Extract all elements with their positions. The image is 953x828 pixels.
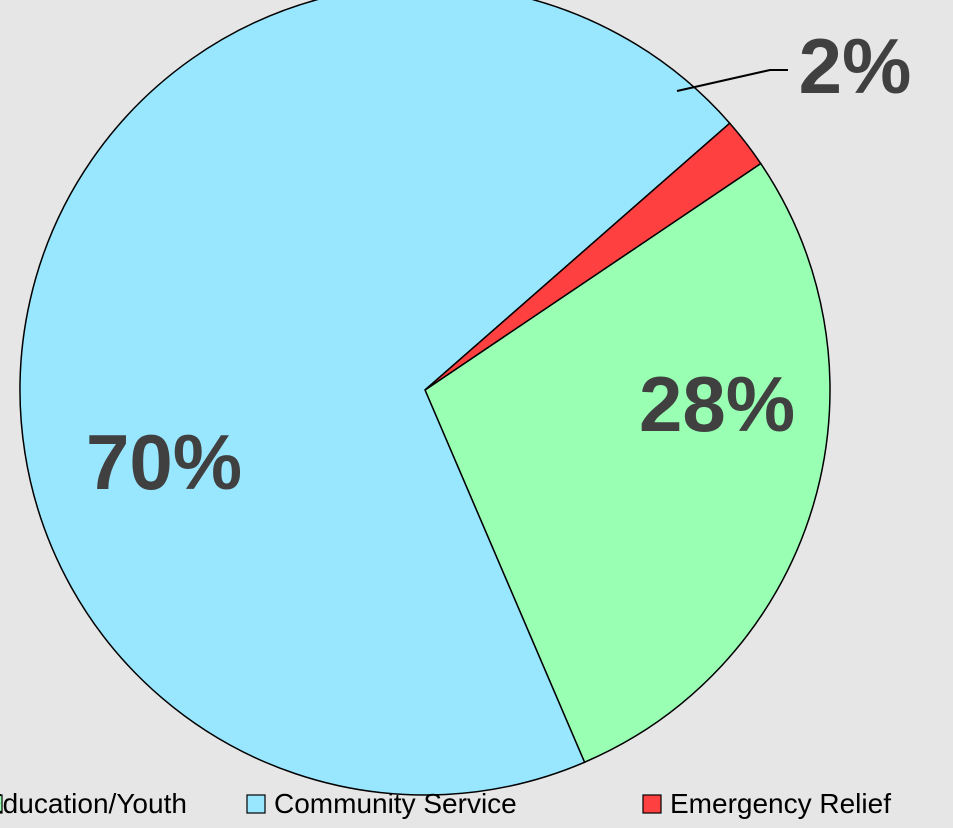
pie-slice-education-youth xyxy=(424,162,831,764)
legend-label-emergency-relief: Emergency Relief xyxy=(670,788,891,819)
legend-swatch-community-service xyxy=(246,794,266,814)
slice-label-emergency-relief: 2% xyxy=(799,22,912,110)
pie-slice-community-service xyxy=(19,0,731,796)
legend-swatch-education-youth xyxy=(0,794,3,814)
legend-label-community-service: Community Service xyxy=(274,788,517,819)
pie-slice-emergency-relief xyxy=(424,122,762,391)
legend-swatch-emergency-relief xyxy=(642,794,662,814)
slice-label-education-youth: 28% xyxy=(639,360,795,448)
legend: Education/Youth Community Service Emerge… xyxy=(0,788,891,819)
legend-label-education-youth: Education/Youth xyxy=(0,788,187,819)
leader-line xyxy=(676,69,788,92)
slice-label-community-service: 70% xyxy=(86,418,242,506)
